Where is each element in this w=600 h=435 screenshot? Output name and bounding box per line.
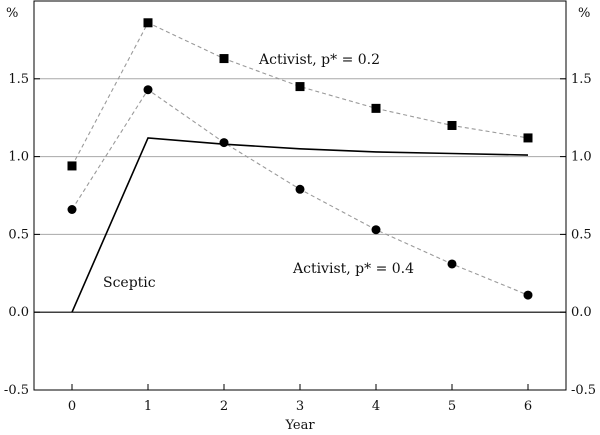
y-tick-label-right: 1.5 <box>571 72 592 87</box>
series-0-marker <box>219 54 229 64</box>
annotation-activist-0-4: Activist, p* = 0.4 <box>292 261 414 277</box>
y-axis-label-right: % <box>578 6 590 21</box>
y-tick-label-right: 1.0 <box>571 150 592 165</box>
series-2-line <box>71 137 529 313</box>
series-1-marker <box>447 259 457 269</box>
y-tick-label-left: 0.0 <box>8 305 29 320</box>
series-0-marker <box>371 103 381 113</box>
annotation-activist-0-2: Activist, p* = 0.2 <box>258 52 380 68</box>
annotation-sceptic: Sceptic <box>103 275 156 291</box>
series-1-marker <box>143 85 153 95</box>
ticks: -0.5 -0.5 0.0 0.0 0.5 0.5 1.0 1.0 1.5 1.5 0 1 2 3 4 5 6 <box>4 72 596 414</box>
series-layer <box>67 18 533 313</box>
x-tick-label: 2 <box>220 399 228 414</box>
x-tick-label: 0 <box>68 399 76 414</box>
x-axis-title: Year <box>284 418 315 433</box>
gridlines <box>34 78 566 313</box>
series-1-marker <box>219 138 229 148</box>
series-0-line <box>71 22 529 167</box>
y-tick-label-right: 0.5 <box>571 227 592 242</box>
y-tick-label-left: -0.5 <box>4 383 29 398</box>
series-0-marker <box>67 161 77 171</box>
x-tick-label: 4 <box>372 399 380 414</box>
y-axis-label-left: % <box>6 6 18 21</box>
x-tick-label: 5 <box>448 399 456 414</box>
series-0-marker <box>143 18 153 28</box>
y-tick-label-left: 1.0 <box>8 150 29 165</box>
y-tick-label-right: 0.0 <box>571 305 592 320</box>
y-tick-label-left: 1.5 <box>8 72 29 87</box>
x-tick-label: 3 <box>296 399 304 414</box>
series-0-marker <box>295 82 305 92</box>
series-1-marker <box>67 205 77 215</box>
series-1-marker <box>371 225 381 235</box>
x-tick-label: 6 <box>524 399 532 414</box>
series-1-marker <box>523 290 533 300</box>
y-tick-label-right: -0.5 <box>571 383 596 398</box>
x-tick-label: 1 <box>144 399 152 414</box>
series-1-marker <box>295 184 305 194</box>
series-0-marker <box>523 133 533 143</box>
y-tick-label-left: 0.5 <box>8 227 29 242</box>
series-0-marker <box>447 120 457 130</box>
